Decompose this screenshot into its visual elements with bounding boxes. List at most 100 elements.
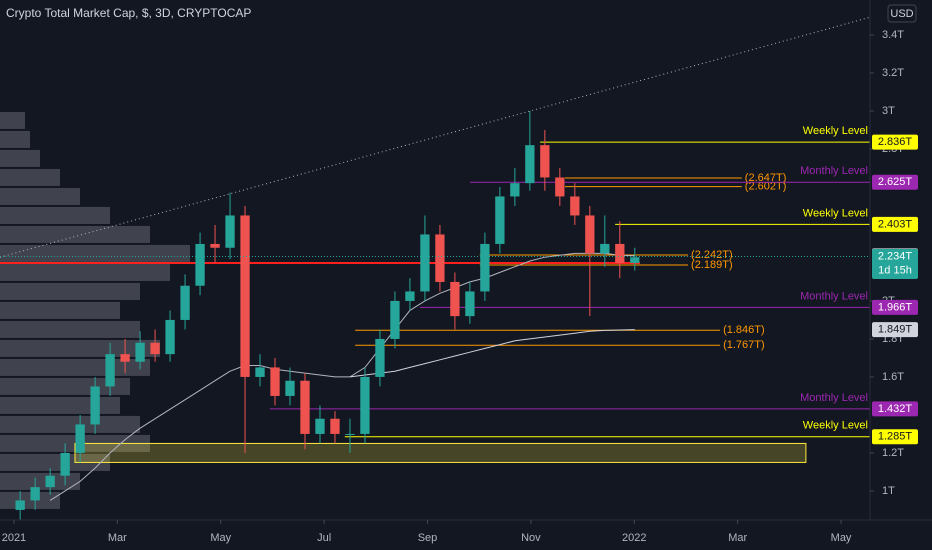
x-tick-label: Nov bbox=[521, 532, 541, 544]
candle-body bbox=[270, 367, 280, 396]
candle-body bbox=[345, 433, 355, 435]
candle-body bbox=[240, 215, 250, 377]
last-price-box bbox=[872, 248, 918, 279]
volume-profile-bar bbox=[0, 111, 25, 129]
level-label: Weekly Level bbox=[803, 207, 868, 219]
volume-profile-bar bbox=[0, 225, 150, 243]
candle-body bbox=[330, 418, 340, 434]
volume-profile-bar bbox=[0, 339, 160, 357]
candle-body bbox=[360, 376, 370, 434]
level-price-box bbox=[872, 134, 918, 150]
x-tick-label: Mar bbox=[108, 532, 127, 544]
y-tick-label: 3.4T bbox=[882, 29, 904, 41]
candle-body bbox=[630, 257, 640, 263]
level-label: Weekly Level bbox=[803, 125, 868, 137]
volume-profile-bar bbox=[0, 244, 190, 262]
x-tick-label: May bbox=[831, 532, 852, 544]
volume-profile-bar bbox=[0, 149, 40, 167]
moving-average bbox=[49, 252, 635, 501]
x-tick-label: May bbox=[210, 532, 231, 544]
bracket-level-label: (2.647T) bbox=[745, 172, 787, 184]
y-tick-label: 1T bbox=[882, 485, 895, 497]
volume-profile-bar bbox=[0, 282, 140, 300]
ma-price-box bbox=[872, 322, 918, 338]
volume-profile-bar bbox=[0, 320, 140, 338]
candle-body bbox=[195, 243, 205, 286]
candle-body bbox=[435, 234, 445, 282]
volume-profile-bar bbox=[0, 130, 30, 148]
volume-profile-bar bbox=[0, 453, 110, 471]
volume-profile-bar bbox=[0, 206, 110, 224]
bracket-level-label: (2.189T) bbox=[691, 259, 733, 271]
candle-body bbox=[90, 386, 100, 425]
candle-body bbox=[570, 196, 580, 216]
candle-body bbox=[120, 354, 130, 362]
candle-body bbox=[150, 342, 160, 355]
candle-body bbox=[540, 145, 550, 178]
bracket-level-label: (2.602T) bbox=[745, 180, 787, 192]
candle-body bbox=[75, 424, 85, 453]
candle-body bbox=[480, 243, 490, 292]
candle-body bbox=[180, 285, 190, 320]
ma-price-label: 1.849T bbox=[878, 324, 913, 336]
plot-area: (2.647T)(2.602T) (2.242T)(2.189T) (1.846T)… bbox=[0, 16, 870, 520]
currency-button[interactable] bbox=[887, 4, 917, 23]
candle-body bbox=[525, 145, 535, 184]
candle-body bbox=[60, 452, 70, 476]
candle-body bbox=[165, 319, 175, 355]
x-tick-label: Mar bbox=[728, 532, 747, 544]
level-price-box bbox=[872, 429, 918, 445]
candle-body bbox=[465, 291, 475, 317]
volume-profile-bar bbox=[0, 263, 170, 281]
x-tick-label: 2021 bbox=[2, 532, 26, 544]
candle-body bbox=[105, 354, 115, 387]
candle-body bbox=[405, 291, 415, 301]
candle-body bbox=[585, 215, 595, 254]
trendline bbox=[0, 16, 870, 258]
level-price-box bbox=[872, 174, 918, 190]
candle-body bbox=[615, 243, 625, 263]
level-label: Monthly Level bbox=[800, 165, 868, 177]
volume-profile-bar bbox=[0, 415, 140, 433]
currency-label[interactable]: USD bbox=[890, 8, 913, 20]
candle-body bbox=[225, 215, 235, 248]
candle-body bbox=[600, 243, 610, 254]
volume-profile-bar bbox=[0, 396, 120, 414]
level-price-box bbox=[872, 216, 918, 232]
candle-body bbox=[390, 300, 400, 339]
level-price-label: 2.836T bbox=[878, 136, 913, 148]
candle-body bbox=[30, 487, 40, 501]
candle-body bbox=[45, 475, 55, 488]
candle-body bbox=[420, 234, 430, 292]
chart-title: Crypto Total Market Cap, $, 3D, CRYPTOCA… bbox=[6, 6, 251, 20]
candle-body bbox=[15, 500, 25, 510]
candle-body bbox=[285, 380, 295, 396]
level-price-label: 2.625T bbox=[878, 176, 913, 188]
volume-profile-bar bbox=[0, 187, 80, 205]
level-label: Monthly Level bbox=[800, 392, 868, 404]
candle-body bbox=[555, 177, 565, 197]
moving-average bbox=[349, 329, 635, 378]
x-tick-label: Jul bbox=[317, 532, 331, 544]
candle-body bbox=[495, 196, 505, 244]
level-price-box bbox=[872, 401, 918, 417]
candle-body bbox=[315, 418, 325, 434]
level-label: Monthly Level bbox=[800, 290, 868, 302]
volume-profile-bar bbox=[0, 491, 60, 509]
bracket-level-label: (1.767T) bbox=[723, 339, 765, 351]
y-tick-label: 1.2T bbox=[882, 447, 904, 459]
last-price-label: 2.234T bbox=[878, 250, 913, 262]
level-price-label: 1.432T bbox=[878, 403, 913, 415]
x-tick-label: 2022 bbox=[622, 532, 646, 544]
bracket-level-label: (1.846T) bbox=[723, 324, 765, 336]
level-label: Weekly Level bbox=[803, 420, 868, 432]
candle-body bbox=[210, 243, 220, 248]
volume-profile-bar bbox=[0, 301, 120, 319]
level-price-label: 2.403T bbox=[878, 218, 913, 230]
candle-body bbox=[510, 183, 520, 197]
candle-body bbox=[300, 380, 310, 434]
y-tick-label: 3T bbox=[882, 105, 895, 117]
candle-body bbox=[375, 338, 385, 377]
